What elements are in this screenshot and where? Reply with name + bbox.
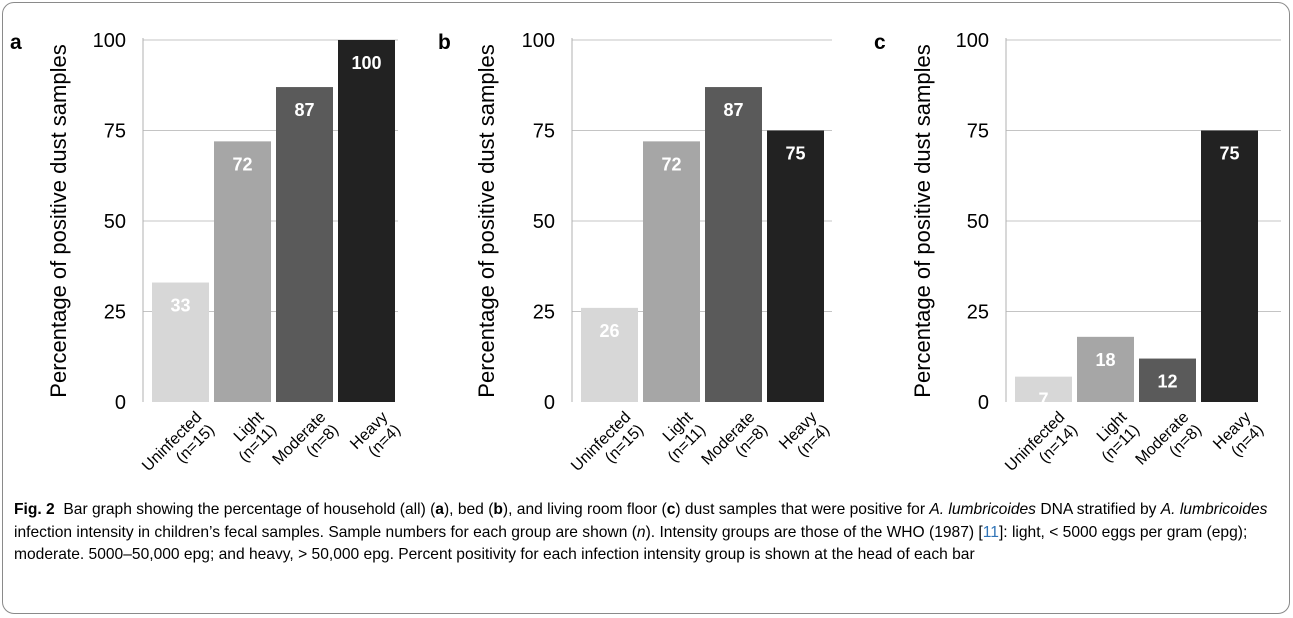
bar-c-0 — [1015, 376, 1072, 402]
y-tick-label: 50 — [967, 211, 989, 233]
bar-c-2 — [1139, 358, 1196, 402]
y-tick-label: 100 — [956, 30, 989, 52]
y-tick-label: 0 — [115, 392, 126, 414]
bar-value-label: 72 — [232, 154, 252, 174]
x-tick-label: Uninfected(n=15) — [568, 409, 647, 488]
bar-value-label: 100 — [351, 53, 381, 73]
x-tick-label: Heavy(n=4) — [1210, 409, 1267, 466]
bar-b-2 — [705, 87, 762, 402]
y-tick-label: 50 — [104, 211, 126, 233]
y-tick-label: 75 — [967, 121, 989, 143]
y-tick-label: 0 — [978, 392, 989, 414]
y-tick-label: 100 — [522, 30, 555, 52]
x-tick-label: Moderate(n=8) — [1133, 409, 1206, 482]
y-tick-label: 0 — [544, 392, 555, 414]
x-tick-label: Uninfected(n=14) — [1002, 409, 1081, 488]
bar-a-3 — [338, 40, 395, 402]
y-axis-label: Percentage of positive dust samples — [46, 44, 71, 397]
panel-label-a: a — [10, 31, 22, 54]
bar-a-2 — [276, 87, 333, 402]
x-tick-label: Moderate(n=8) — [270, 409, 343, 482]
bar-a-1 — [214, 141, 271, 403]
y-tick-label: 50 — [533, 211, 555, 233]
caption-label: Fig. 2 — [14, 501, 55, 518]
bar-b-0 — [581, 307, 638, 402]
figure-caption: Fig. 2 Bar graph showing the percentage … — [14, 501, 1268, 563]
bar-value-label: 26 — [599, 321, 619, 341]
bar-value-label: 75 — [785, 144, 805, 164]
reference-link[interactable]: 11 — [982, 523, 999, 541]
bar-value-label: 7 — [1038, 390, 1048, 410]
bar-value-label: 18 — [1095, 350, 1115, 370]
bar-charts: a Percentage of positive dust samples 0 25 5… — [10, 30, 1281, 488]
bar-value-label: 33 — [170, 296, 190, 316]
y-tick-label: 25 — [104, 302, 126, 324]
bar-c-1 — [1077, 336, 1134, 402]
y-tick-label: 25 — [967, 302, 989, 324]
bar-value-label: 72 — [661, 154, 681, 174]
y-tick-label: 75 — [104, 121, 126, 143]
bar-b-3 — [767, 130, 824, 402]
bar-a-0 — [152, 282, 209, 402]
panel-label-b: b — [438, 31, 451, 54]
x-tick-label: Moderate(n=8) — [699, 409, 772, 482]
bar-value-label: 12 — [1157, 372, 1177, 392]
y-tick-label: 75 — [533, 121, 555, 143]
bar-c-3 — [1201, 130, 1258, 402]
bar-b-1 — [643, 141, 700, 403]
panel-label-c: c — [874, 31, 886, 54]
y-axis-label: Percentage of positive dust samples — [910, 44, 935, 397]
x-tick-label: Uninfected(n=15) — [139, 409, 218, 488]
bar-value-label: 87 — [294, 100, 314, 120]
y-tick-label: 25 — [533, 302, 555, 324]
x-tick-label: Heavy(n=4) — [347, 409, 404, 466]
x-tick-label: Heavy(n=4) — [776, 409, 833, 466]
y-axis-label: Percentage of positive dust samples — [474, 44, 499, 397]
bar-value-label: 75 — [1219, 144, 1239, 164]
bar-value-label: 87 — [723, 100, 743, 120]
y-tick-label: 100 — [93, 30, 126, 52]
